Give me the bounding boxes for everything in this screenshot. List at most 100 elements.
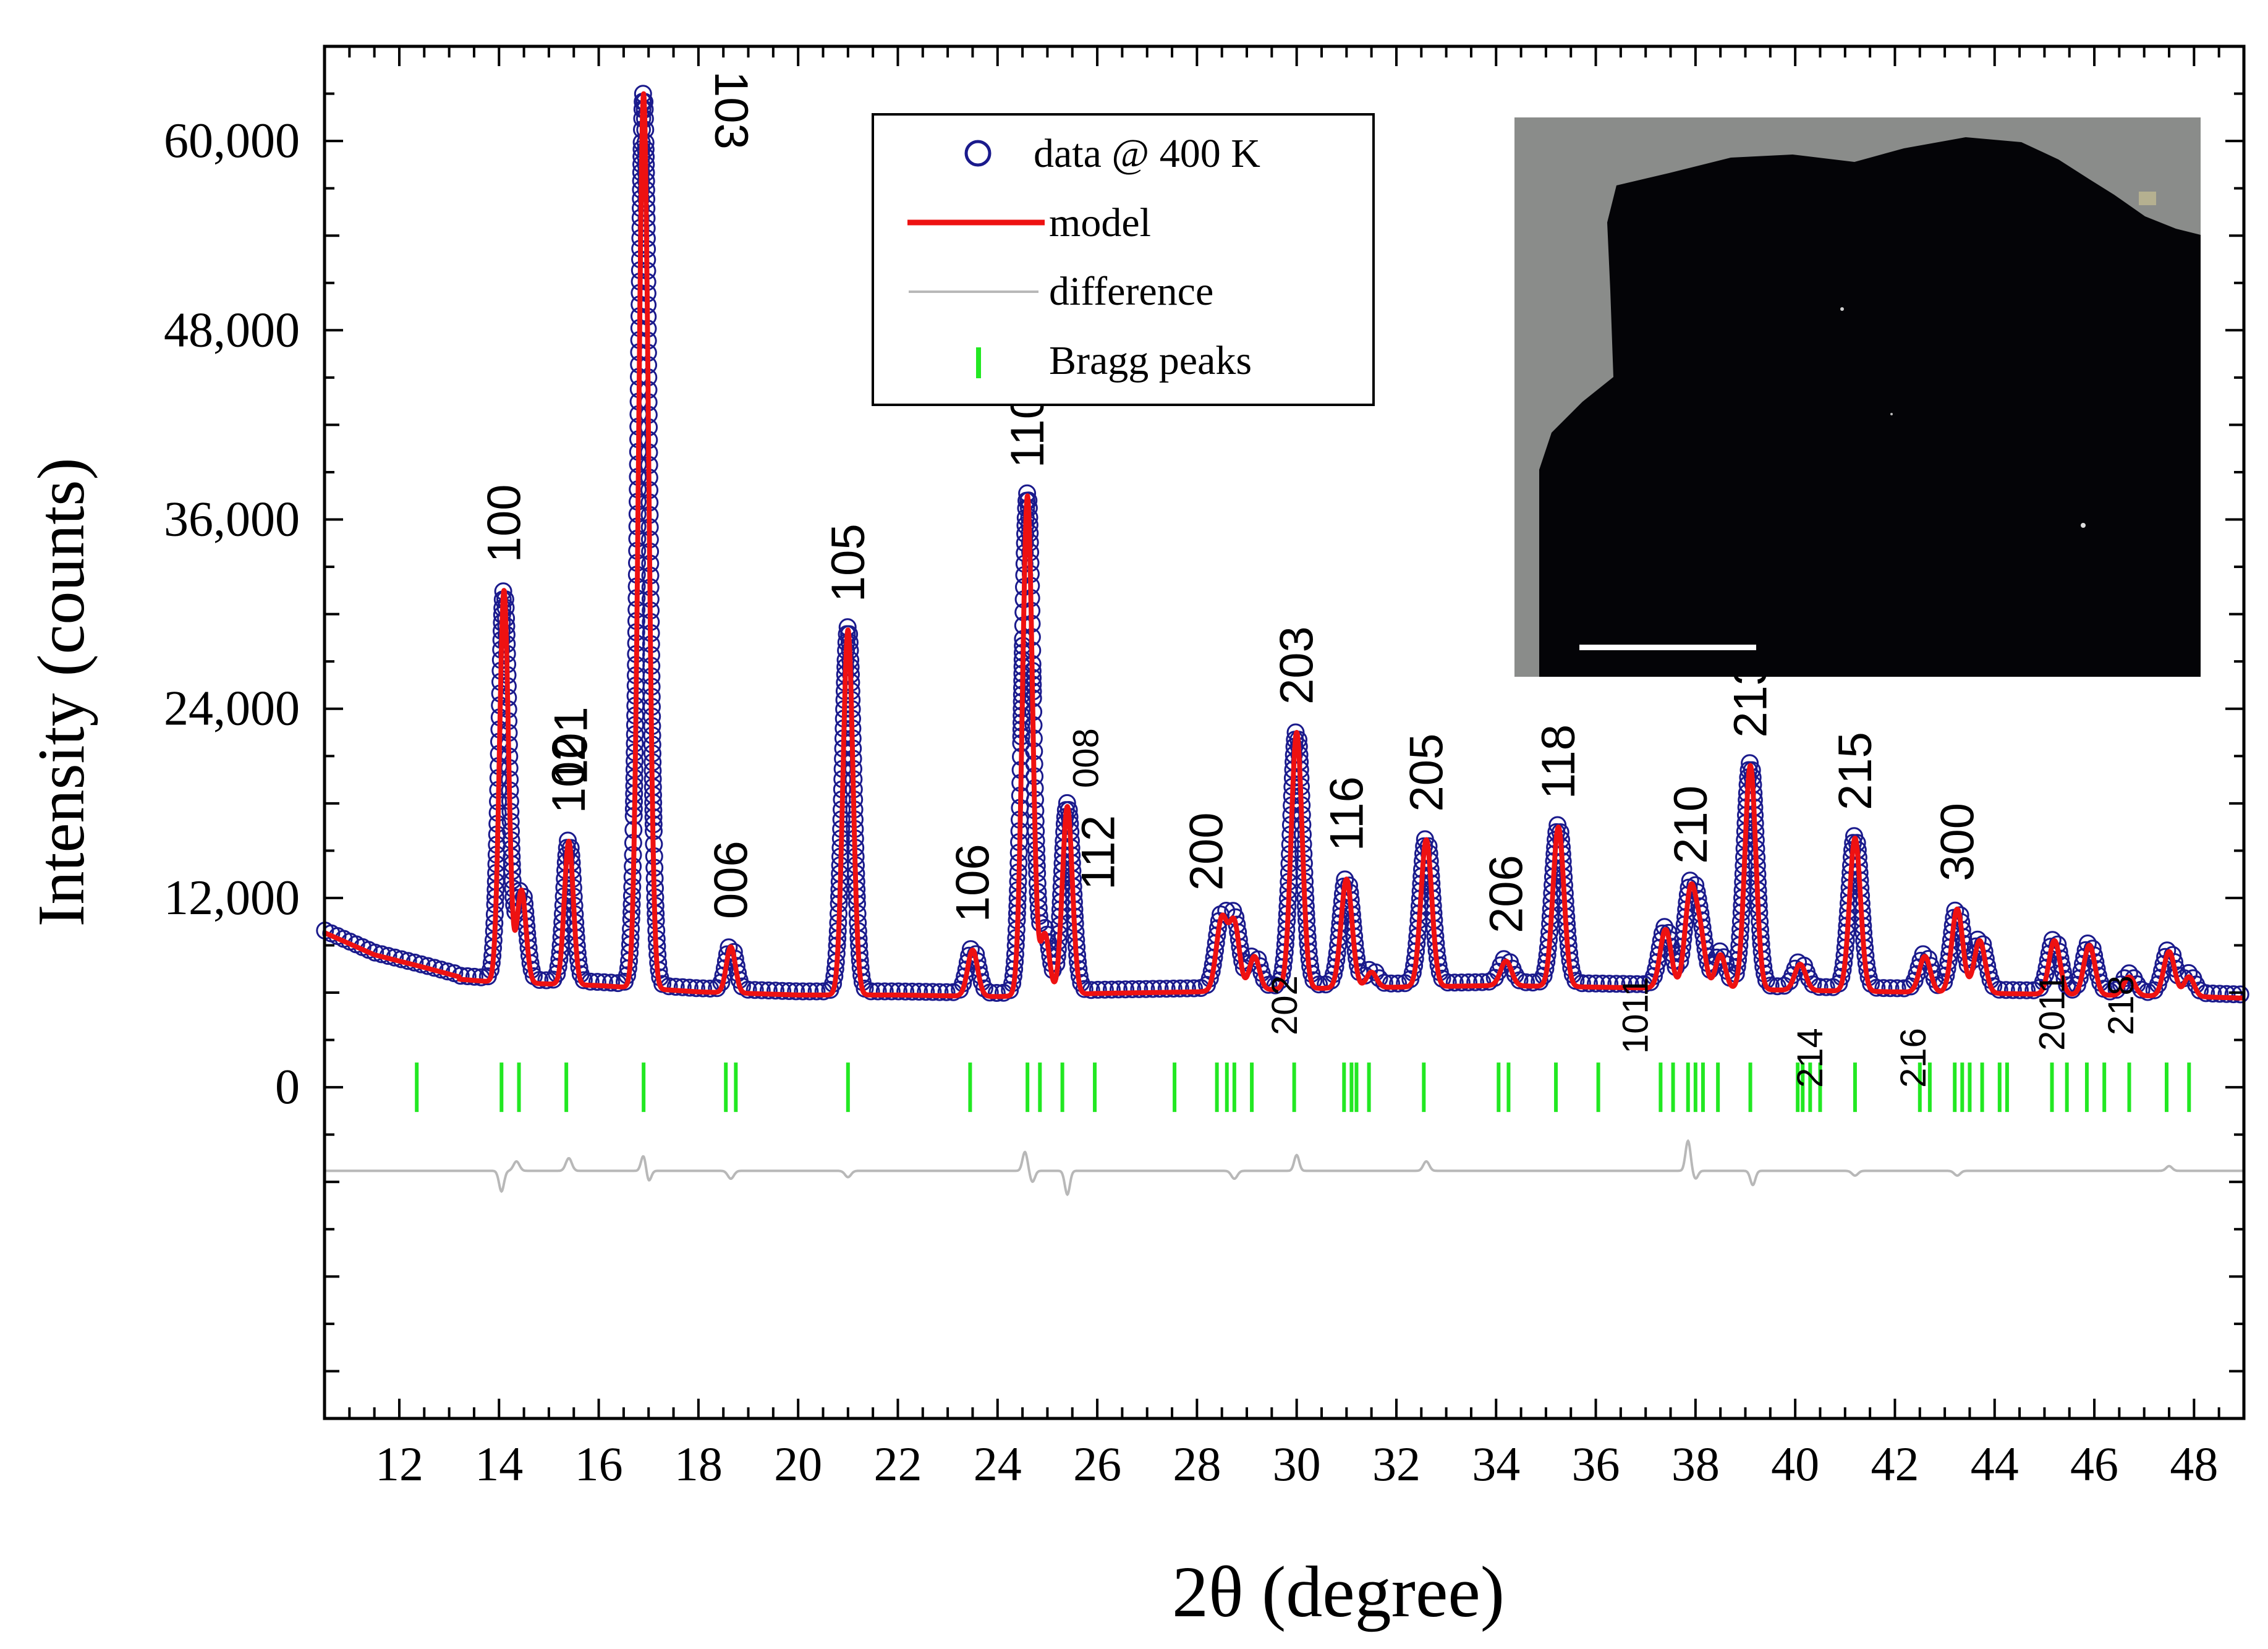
bragg-peak-tick	[1953, 1062, 1957, 1113]
data-point	[787, 982, 805, 1001]
bragg-peak-tick	[1554, 1062, 1558, 1113]
bragg-peak-tick	[2005, 1062, 2009, 1113]
bragg-peak-tick	[1342, 1062, 1346, 1113]
bragg-peak-tick	[1796, 1062, 1800, 1113]
bragg-peak-tick	[1596, 1062, 1600, 1113]
inset-photo	[1514, 117, 2201, 677]
bragg-peak-tick	[1093, 1062, 1097, 1113]
bragg-peak-tick	[1686, 1062, 1690, 1113]
data-point	[745, 981, 764, 999]
bragg-peak-tick	[1173, 1062, 1177, 1113]
bragg-peak-tick	[1980, 1062, 1984, 1113]
bragg-peak-tick	[1918, 1062, 1922, 1113]
bragg-peak-tick	[1853, 1062, 1857, 1113]
bragg-peak-tick	[1250, 1062, 1254, 1113]
peak-label-006: 006	[705, 841, 757, 919]
bragg-peak-tick	[1232, 1062, 1236, 1113]
y-tick-label: 0	[275, 1060, 300, 1114]
data-point	[780, 982, 799, 1000]
x-tick-label: 40	[1771, 1437, 1819, 1491]
bragg-peak-tick	[2127, 1062, 2131, 1113]
data-point	[602, 973, 620, 992]
bragg-peak-tick	[1801, 1062, 1805, 1113]
peak-label-2011: 2011	[2032, 973, 2073, 1051]
x-tick-label: 30	[1273, 1437, 1321, 1491]
x-tick-label: 34	[1472, 1437, 1520, 1491]
x-tick-label: 20	[774, 1437, 822, 1491]
y-tick-label: 24,000	[164, 682, 300, 736]
data-point	[588, 973, 606, 991]
bragg-peak-tick	[1354, 1062, 1359, 1113]
bragg-peak-tick	[1701, 1062, 1705, 1113]
x-tick-label: 48	[2170, 1437, 2218, 1491]
bragg-peak-tick	[1422, 1062, 1426, 1113]
data-point	[759, 981, 778, 999]
bragg-peak-tick	[1748, 1062, 1752, 1113]
bragg-peak-tick	[1927, 1062, 1932, 1113]
data-point	[673, 978, 692, 996]
bragg-peak-tick	[1808, 1062, 1812, 1113]
bragg-peak-tick	[1026, 1062, 1030, 1113]
bragg-peak-tick	[1818, 1062, 1822, 1113]
bragg-peak-tick	[2050, 1062, 2054, 1113]
x-tick-label: 44	[1971, 1437, 2019, 1491]
peak-label-008: 008	[1066, 728, 1106, 788]
legend-difference-label: difference	[1049, 269, 1213, 314]
peak-label-1011: 1011	[1616, 977, 1656, 1054]
data-point	[807, 982, 826, 1001]
bragg-peak-tick	[1225, 1062, 1229, 1113]
peak-label-105: 105	[822, 524, 875, 602]
x-tick-label: 36	[1572, 1437, 1620, 1491]
data-point	[465, 967, 483, 986]
difference-curve	[325, 1138, 2244, 1197]
bragg-peak-tick	[1968, 1062, 1972, 1113]
peak-label-205: 205	[1400, 734, 1453, 812]
bragg-peak-tick	[968, 1062, 972, 1113]
peak-label-118: 118	[1532, 724, 1585, 799]
x-tick-label: 14	[475, 1437, 523, 1491]
peak-label-202: 202	[1265, 975, 1305, 1035]
bragg-peak-tick	[517, 1062, 521, 1113]
peak-label-106: 106	[946, 844, 999, 922]
crystal-speck	[2081, 523, 2086, 528]
peak-label-218: 218	[2101, 975, 2141, 1035]
bragg-peak-tick	[415, 1062, 419, 1113]
bragg-ticks-layer	[415, 1062, 2191, 1113]
bragg-peak-tick	[2084, 1062, 2089, 1113]
bragg-peak-tick	[2102, 1062, 2107, 1113]
peak-label-116: 116	[1320, 776, 1373, 851]
x-tick-label: 12	[375, 1437, 423, 1491]
data-point	[687, 979, 705, 998]
bragg-peak-tick	[1292, 1062, 1296, 1113]
bragg-peak-tick	[2187, 1062, 2191, 1113]
data-point	[574, 971, 593, 990]
bragg-peak-tick	[1215, 1062, 1219, 1113]
legend-bragg-label: Bragg peaks	[1049, 338, 1252, 383]
peak-label-216: 216	[1893, 1028, 1934, 1088]
y-tick-label: 36,000	[164, 493, 300, 547]
peak-label-103: 103	[705, 71, 757, 150]
y-tick-label: 12,000	[164, 871, 300, 925]
y-tick-label: 48,000	[164, 303, 300, 357]
legend: data @ 400 K model difference Bragg peak…	[872, 113, 1375, 406]
peak-label-210: 210	[1665, 786, 1717, 864]
x-tick-label: 22	[873, 1437, 922, 1491]
x-tick-label: 26	[1073, 1437, 1121, 1491]
data-point	[694, 979, 712, 998]
x-tick-label: 18	[674, 1437, 723, 1491]
bragg-peak-tick	[1367, 1062, 1371, 1113]
bragg-peak-tick	[499, 1062, 504, 1113]
bragg-peak-tick	[2065, 1062, 2069, 1113]
legend-bragg-tick	[976, 347, 981, 378]
crystal-speck	[1840, 307, 1844, 311]
crystal-shape	[1539, 137, 2201, 677]
legend-model-label: model	[1049, 200, 1151, 245]
scale-bar	[1579, 645, 1756, 650]
difference-layer	[325, 1138, 2244, 1197]
peak-label-100: 100	[478, 484, 530, 562]
bragg-peak-tick	[1659, 1062, 1663, 1113]
peak-label-102: 102	[543, 735, 595, 813]
x-axis-label: 2θ (degree)	[1172, 1551, 1505, 1632]
